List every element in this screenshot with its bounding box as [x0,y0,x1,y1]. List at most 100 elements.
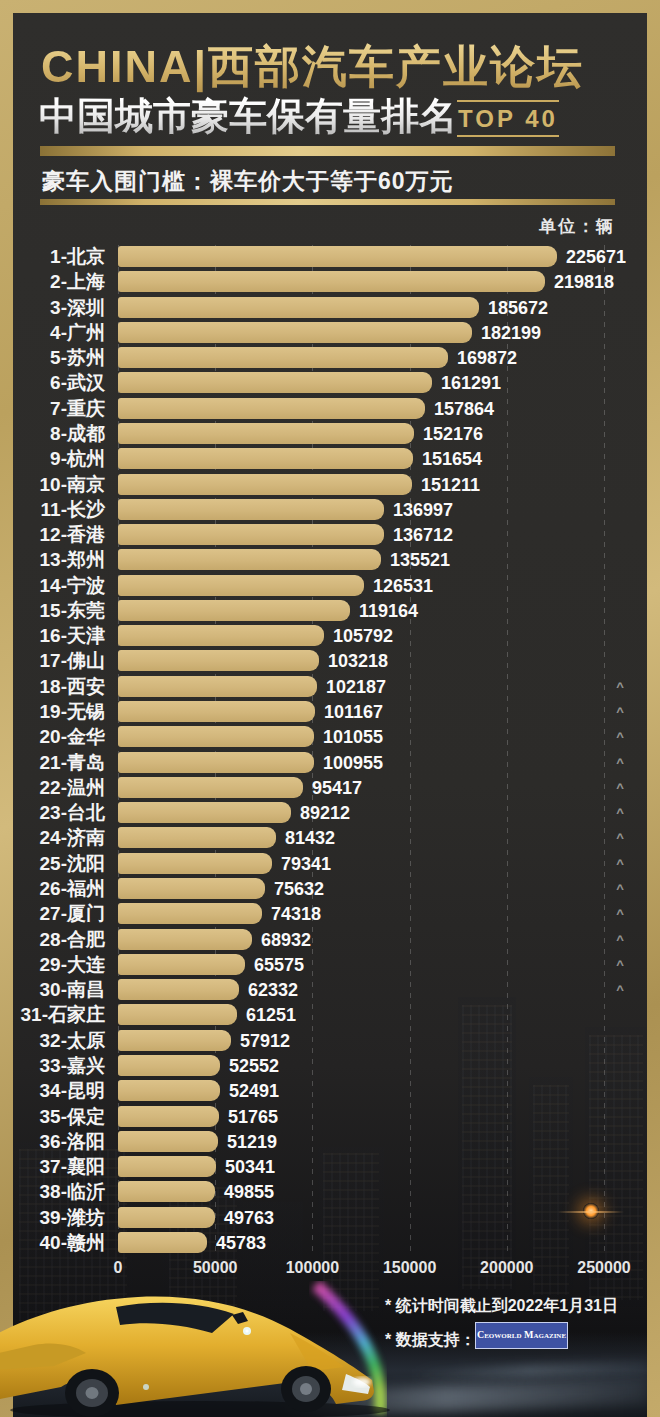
bar-row: 4-广州182199 [13,321,647,346]
gold-divider-top [40,146,615,156]
value-bar [118,903,262,924]
value-label: 136712 [393,523,453,548]
city-label: 23-台北 [13,801,105,826]
value-label: 119164 [359,599,418,624]
chevron-up-icon: ^ [610,932,630,947]
city-label: 35-保定 [13,1105,105,1130]
chevron-up-icon: ^ [610,856,630,871]
city-label: 11-长沙 [13,498,105,523]
value-label: 102187 [326,675,386,700]
chevron-up-icon: ^ [610,755,630,770]
value-bar [118,625,324,646]
value-label: 49763 [224,1206,274,1231]
value-label: 89212 [300,801,350,826]
bar-row: 11-长沙136997 [13,498,647,523]
value-label: 75632 [274,877,324,902]
city-label: 12-香港 [13,523,105,548]
sports-car-image [0,1281,400,1417]
chevron-up-icon: ^ [610,982,630,997]
city-label: 37-襄阳 [13,1155,105,1180]
top40-badge: TOP 40 [457,100,559,137]
value-label: 65575 [254,953,304,978]
city-label: 39-潍坊 [13,1206,105,1231]
bar-row: 2-上海219818 [13,270,647,295]
city-label: 1-北京 [13,245,105,270]
value-label: 100955 [323,751,383,776]
chevron-up-icon: ^ [610,704,630,719]
bar-row: 21-青岛100955 [13,751,647,776]
city-label: 5-苏州 [13,346,105,371]
chevron-up-icon: ^ [610,906,630,921]
value-label: 169872 [457,346,517,371]
value-bar [118,1055,220,1076]
bar-row: 28-合肥68932 [13,928,647,953]
value-bar [118,701,315,722]
value-label: 185672 [488,296,548,321]
value-bar [118,1030,231,1051]
value-bar [118,1232,207,1253]
value-label: 161291 [441,371,501,396]
value-bar [118,600,350,621]
city-label: 16-天津 [13,624,105,649]
scenery-decoration [413,1361,647,1381]
chevron-up-icon: ^ [610,805,630,820]
bar-row: 8-成都152176 [13,422,647,447]
value-bar [118,322,472,343]
chevron-up-icon: ^ [610,957,630,972]
value-bar [118,423,414,444]
value-label: 101167 [324,700,383,725]
value-label: 52491 [229,1079,279,1104]
value-bar [118,1131,218,1152]
value-label: 74318 [271,902,321,927]
value-label: 81432 [285,826,335,851]
value-label: 45783 [216,1231,266,1256]
bar-row: 30-南昌62332 [13,978,647,1003]
badge-label: TOP 40 [457,102,559,135]
value-bar [118,575,364,596]
city-label: 18-西安 [13,675,105,700]
bar-row: 39-潍坊 49763 [13,1206,647,1231]
city-label: 6-武汉 [13,371,105,396]
bar-row: 36-洛阳51219 [13,1130,647,1155]
bar-row: 12-香港 136712 [13,523,647,548]
value-bar [118,1080,220,1101]
bar-row: 15-东莞 119164 [13,599,647,624]
x-axis-tick: 50000 [193,1259,238,1277]
city-label: 28-合肥 [13,928,105,953]
chevron-up-icon: ^ [610,679,630,694]
x-axis-tick: 100000 [286,1259,339,1277]
bar-row: 16-天津105792 [13,624,647,649]
value-label: 126531 [373,574,433,599]
value-label: 151654 [422,447,482,472]
city-label: 24-济南 [13,826,105,851]
gold-divider-bottom [40,199,615,205]
bar-row: 5-苏州 169872 [13,346,647,371]
value-bar [118,499,384,520]
bar-row: 37-襄阳50341 [13,1155,647,1180]
city-label: 32-太原 [13,1029,105,1054]
value-bar [118,1181,215,1202]
value-bar [118,372,432,393]
city-label: 14-宁波 [13,574,105,599]
value-bar [118,1156,216,1177]
city-label: 26-福州 [13,877,105,902]
value-bar [118,954,245,975]
city-label: 9-杭州 [13,447,105,472]
value-label: 225671 [566,245,626,270]
bar-row: 26-福州 75632 [13,877,647,902]
threshold-subtitle: 豪车入围门槛：裸车价大于等于60万元 [42,166,454,197]
value-label: 51219 [227,1130,277,1155]
chevron-up-icon: ^ [610,830,630,845]
bar-row: 22-温州95417 [13,776,647,801]
bar-chart: 1-北京2256712-上海2198183-深圳1856724-广州182199… [13,245,647,1305]
value-label: 61251 [246,1003,296,1028]
chevron-up-icon: ^ [610,729,630,744]
city-label: 15-东莞 [13,599,105,624]
value-bar [118,676,317,697]
value-bar [118,878,265,899]
bar-row: 13-郑州135521 [13,548,647,573]
city-label: 33-嘉兴 [13,1054,105,1079]
ceoworld-magazine-logo: Ceoworld Magazine [475,1322,568,1349]
value-label: 79341 [281,852,331,877]
value-bar [118,347,448,368]
